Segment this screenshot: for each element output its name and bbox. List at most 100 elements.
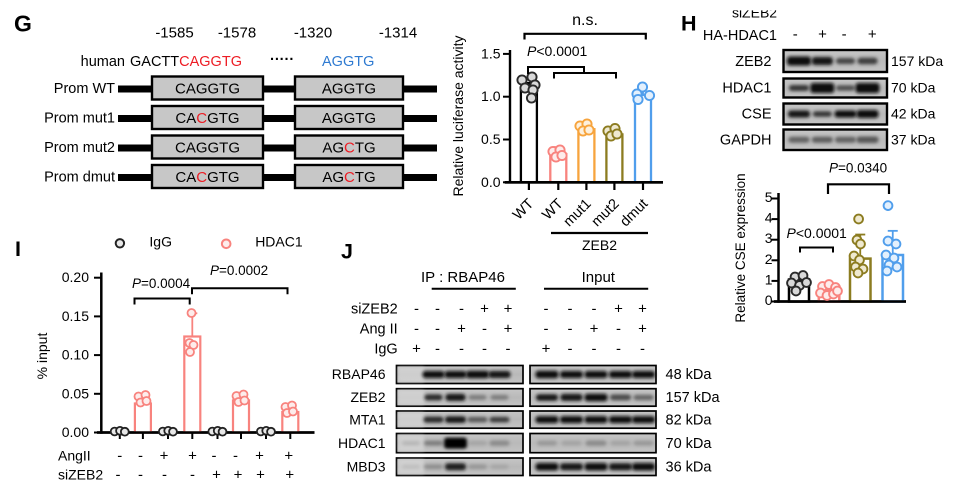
svg-text:IgG: IgG xyxy=(374,342,397,358)
svg-text:+: + xyxy=(212,467,221,484)
svg-text:AGCTG: AGCTG xyxy=(322,169,375,186)
svg-text:Prom dmut: Prom dmut xyxy=(44,170,115,186)
svg-text:P<0.0001: P<0.0001 xyxy=(527,43,588,59)
svg-text:+: + xyxy=(284,448,293,465)
svg-text:siZEB2: siZEB2 xyxy=(732,4,777,20)
svg-text:-: - xyxy=(544,321,549,338)
svg-text:-: - xyxy=(482,341,487,358)
svg-text:HDAC1: HDAC1 xyxy=(722,81,771,97)
svg-text:siZEB2: siZEB2 xyxy=(351,302,398,318)
svg-text:HDAC1: HDAC1 xyxy=(255,234,303,250)
svg-text:0.20: 0.20 xyxy=(62,269,89,285)
svg-text:AGCTG: AGCTG xyxy=(322,140,375,157)
svg-text:3: 3 xyxy=(765,230,773,246)
svg-text:0.0: 0.0 xyxy=(481,174,501,190)
svg-text:AGGTG: AGGTG xyxy=(322,110,376,127)
svg-text:36 kDa: 36 kDa xyxy=(666,460,713,476)
svg-text:IP : RBAP46: IP : RBAP46 xyxy=(421,269,505,286)
svg-text:CAGGTG: CAGGTG xyxy=(175,140,240,157)
svg-text:1.0: 1.0 xyxy=(481,88,501,104)
svg-text:-: - xyxy=(459,341,464,358)
svg-text:I: I xyxy=(15,237,21,261)
svg-text:-: - xyxy=(162,467,167,484)
svg-text:H: H xyxy=(681,12,697,36)
svg-text:+: + xyxy=(480,301,489,318)
svg-text:n.s.: n.s. xyxy=(572,12,598,29)
svg-text:Ang II: Ang II xyxy=(360,322,398,338)
svg-text:0: 0 xyxy=(765,292,773,308)
svg-text:GACTTCAGGTG: GACTTCAGGTG xyxy=(130,54,242,70)
svg-text:+: + xyxy=(638,321,647,338)
svg-text:siZEB2: siZEB2 xyxy=(58,467,103,483)
svg-text:CSE: CSE xyxy=(742,107,772,123)
svg-text:-: - xyxy=(592,301,597,318)
svg-text:70 kDa: 70 kDa xyxy=(666,436,713,452)
svg-text:ZEB2: ZEB2 xyxy=(582,237,617,253)
svg-text:% input: % input xyxy=(34,333,50,380)
svg-text:·····: ····· xyxy=(270,52,294,68)
svg-text:HDAC1: HDAC1 xyxy=(338,435,386,451)
svg-text:-: - xyxy=(459,301,464,318)
svg-text:+: + xyxy=(412,341,421,358)
svg-text:-: - xyxy=(190,467,195,484)
svg-text:-: - xyxy=(506,341,511,358)
svg-text:-: - xyxy=(568,341,573,358)
svg-text:+: + xyxy=(614,301,623,318)
svg-text:Input: Input xyxy=(582,269,616,286)
svg-text:CACGTG: CACGTG xyxy=(175,110,239,127)
svg-text:+: + xyxy=(457,321,466,338)
svg-text:1: 1 xyxy=(765,271,773,287)
svg-text:ZEB2: ZEB2 xyxy=(350,389,385,405)
svg-text:-: - xyxy=(482,321,487,338)
svg-text:+: + xyxy=(285,467,294,484)
svg-text:IgG: IgG xyxy=(149,234,172,250)
svg-text:-: - xyxy=(414,301,419,318)
svg-text:5: 5 xyxy=(765,189,773,205)
svg-text:AGGTG: AGGTG xyxy=(322,81,376,98)
svg-text:-: - xyxy=(116,467,121,484)
svg-text:+: + xyxy=(868,26,877,43)
svg-text:-1320: -1320 xyxy=(294,25,332,42)
svg-text:+: + xyxy=(590,321,599,338)
svg-text:-1314: -1314 xyxy=(379,25,417,42)
svg-text:+: + xyxy=(638,301,647,318)
svg-text:Prom WT: Prom WT xyxy=(54,81,115,97)
svg-text:2: 2 xyxy=(765,251,773,267)
svg-text:CAGGTG: CAGGTG xyxy=(175,81,240,98)
svg-text:-: - xyxy=(640,341,645,358)
svg-text:Prom mut2: Prom mut2 xyxy=(44,140,115,156)
svg-text:157 kDa: 157 kDa xyxy=(891,53,943,69)
svg-text:-: - xyxy=(568,301,573,318)
svg-text:+: + xyxy=(188,448,197,465)
svg-text:-: - xyxy=(616,341,621,358)
svg-text:+: + xyxy=(256,467,265,484)
svg-text:-: - xyxy=(568,321,573,338)
svg-text:P<0.0001: P<0.0001 xyxy=(787,225,848,241)
svg-text:70 kDa: 70 kDa xyxy=(891,80,936,96)
svg-text:42 kDa: 42 kDa xyxy=(891,106,936,122)
svg-text:+: + xyxy=(234,467,243,484)
svg-text:Prom mut1: Prom mut1 xyxy=(44,111,115,127)
svg-text:MTA1: MTA1 xyxy=(349,412,386,428)
svg-text:-: - xyxy=(414,321,419,338)
svg-text:0.05: 0.05 xyxy=(62,385,89,401)
svg-text:J: J xyxy=(341,240,353,264)
svg-text:-: - xyxy=(138,448,143,465)
svg-text:0.10: 0.10 xyxy=(62,347,89,363)
svg-text:-: - xyxy=(544,301,549,318)
svg-text:CACGTG: CACGTG xyxy=(175,169,239,186)
svg-text:+: + xyxy=(542,341,551,358)
svg-text:+: + xyxy=(504,301,513,318)
svg-text:4: 4 xyxy=(765,210,773,226)
svg-text:-: - xyxy=(435,321,440,338)
svg-text:82 kDa: 82 kDa xyxy=(666,413,713,429)
svg-text:+: + xyxy=(504,321,513,338)
svg-text:-: - xyxy=(435,301,440,318)
svg-text:P=0.0340: P=0.0340 xyxy=(829,161,887,176)
svg-text:0.00: 0.00 xyxy=(62,424,89,440)
svg-text:AngII: AngII xyxy=(58,448,91,464)
svg-text:1.5: 1.5 xyxy=(481,45,501,61)
svg-text:RBAP46: RBAP46 xyxy=(332,366,386,382)
svg-text:Relative luciferase activity: Relative luciferase activity xyxy=(450,35,466,196)
svg-text:ZEB2: ZEB2 xyxy=(735,54,771,70)
